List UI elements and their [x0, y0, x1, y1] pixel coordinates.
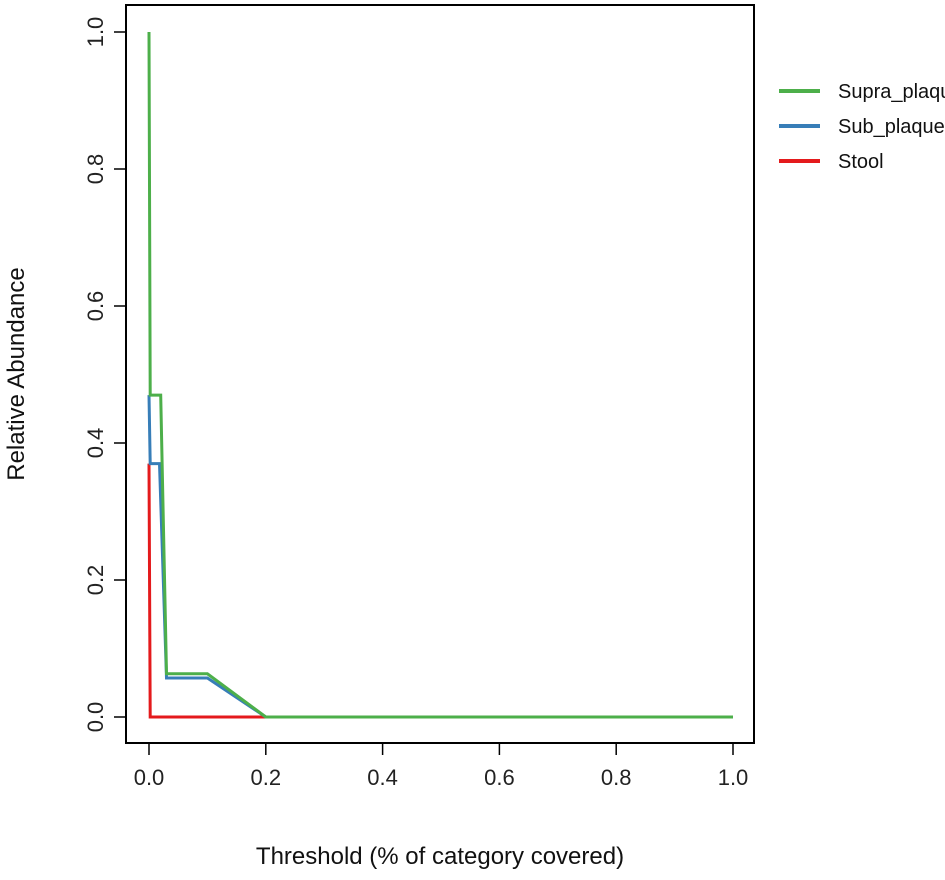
series-line-supra-plaque	[147, 31, 733, 719]
y-tick-label: 0.2	[83, 565, 108, 596]
axes-layer: 0.0 0.2 0.4 0.6 0.8 1.0 0.0 0.2 0.4 0.6 0.8 1.0	[83, 17, 748, 790]
x-tick-label: 0.2	[251, 765, 282, 790]
x-tick-label: 0.4	[367, 765, 398, 790]
x-tick-label: 0.6	[484, 765, 515, 790]
y-tick-label: 0.8	[83, 154, 108, 185]
legend-label: Supra_plaque	[838, 81, 945, 103]
y-tick-label: 0.0	[83, 702, 108, 733]
y-tick-label: 0.6	[83, 291, 108, 322]
series-layer	[147, 31, 733, 719]
legend: Supra_plaque Sub_plaque Stool	[779, 81, 945, 173]
plot-frame	[125, 4, 755, 744]
x-tick-label: 0.0	[134, 765, 165, 790]
y-axis-title: Relative Abundance	[3, 267, 30, 481]
y-tick-label: 0.4	[83, 428, 108, 459]
legend-label: Sub_plaque	[838, 116, 945, 138]
series-line-stool	[147, 463, 266, 719]
y-tick-label: 1.0	[83, 17, 108, 48]
legend-label: Stool	[838, 151, 884, 173]
x-tick-label: 1.0	[718, 765, 749, 790]
series-line-sub-plaque	[147, 395, 733, 719]
x-axis-title: Threshold (% of category covered)	[256, 843, 624, 870]
x-tick-label: 0.8	[601, 765, 632, 790]
